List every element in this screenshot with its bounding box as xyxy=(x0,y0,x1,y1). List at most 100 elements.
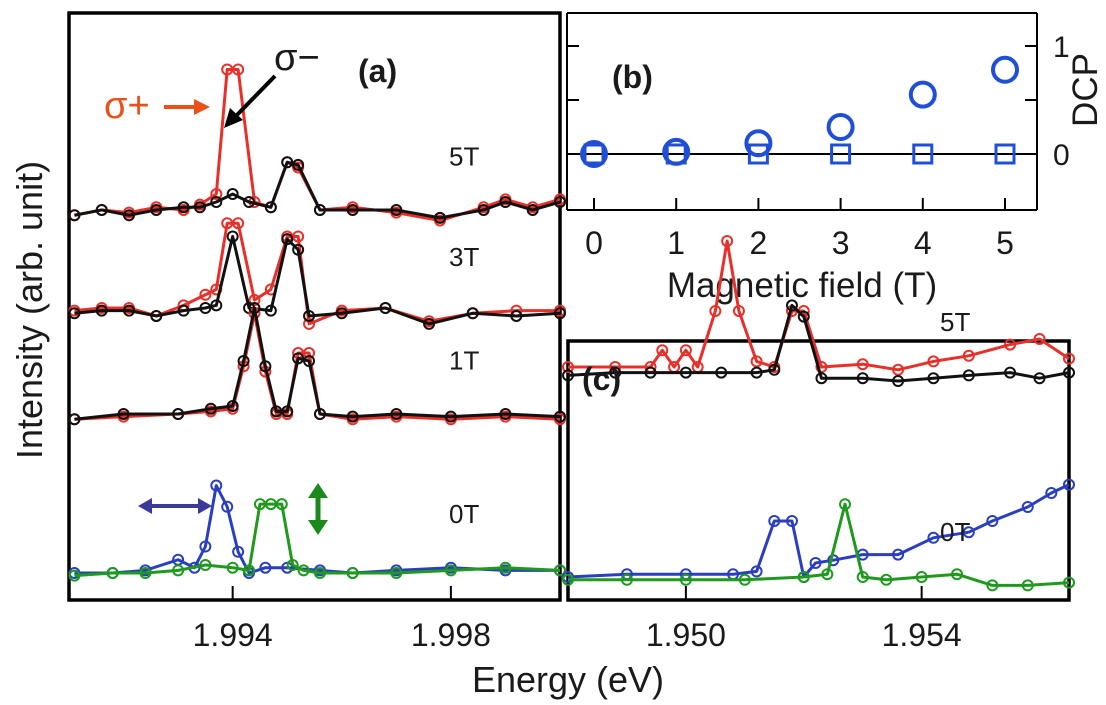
trace-3T-sigma_minus-point xyxy=(95,304,108,317)
trace-5T-sigma_minus-point xyxy=(679,366,692,379)
panel-c-field-labels: 5T 0T xyxy=(940,307,970,547)
trace-0T-vertical-point xyxy=(738,573,751,586)
panel-a-plot xyxy=(68,63,566,582)
trace-1T-sigma_minus-point xyxy=(237,355,250,367)
sigma-minus-arrow-shaft xyxy=(232,74,277,120)
trace-5T-sigma_minus-point xyxy=(815,372,828,385)
trace-0T-vertical-point xyxy=(821,568,834,581)
trace-3T-sigma_minus-point xyxy=(210,299,223,312)
trace-0T-vertical-point xyxy=(286,559,299,572)
xtick-label: 1.954 xyxy=(882,617,962,653)
trace-3T-sigma_plus-point xyxy=(292,230,305,243)
trace-3T-sigma_minus-point xyxy=(177,304,190,317)
y-axis-label: Intensity (arb. unit) xyxy=(9,161,50,459)
trace-3T-sigma_minus-point xyxy=(150,309,163,322)
trace-0T-vertical-point xyxy=(172,564,185,577)
trace-5T-sigma_minus-point xyxy=(962,369,975,382)
trace-5T-sigma_minus-point xyxy=(715,366,728,379)
trace-5T-sigma_minus-point xyxy=(210,196,223,208)
trace-0T-vertical-point xyxy=(313,567,326,579)
trace-0T-vertical-point xyxy=(554,564,566,577)
trace-0T-vertical-point xyxy=(679,573,692,586)
trace-3T-sigma_minus-point xyxy=(335,307,348,320)
trace-0T-vertical-point xyxy=(1021,579,1034,592)
trace-0T-vertical-point xyxy=(951,568,964,581)
panel-b-ylabel: DCP xyxy=(1066,53,1105,127)
dcp-square-point xyxy=(665,143,687,165)
trace-5T-sigma_minus-point xyxy=(346,203,359,216)
dcp-square-point xyxy=(912,143,934,165)
x-axis-label: Energy (eV) xyxy=(472,659,664,700)
trace-1T-sigma_minus-point xyxy=(248,302,261,314)
trace-5T-sigma_plus-point xyxy=(732,305,745,317)
trace-0T-horizontal-point xyxy=(1045,487,1058,499)
sigma-minus-label: σ− xyxy=(274,37,320,79)
trace-5T-sigma_minus-point xyxy=(150,203,163,216)
trace-5T-sigma_minus-point xyxy=(226,188,239,201)
trace-3T-sigma_minus-point xyxy=(423,317,436,330)
trace-3T-sigma_plus-point xyxy=(232,217,245,230)
trace-5T-sigma_minus-point xyxy=(264,201,277,214)
panel-a-label: (a) xyxy=(358,53,397,89)
trace-1T-sigma_minus-point xyxy=(281,405,294,418)
trace-1T-sigma_minus-line xyxy=(74,306,561,421)
trace-5T-sigma_plus-point xyxy=(750,355,763,368)
trace-5T-sigma_plus-point xyxy=(1033,333,1046,345)
b-xtick-label: 2 xyxy=(750,225,768,261)
trace-5T-sigma_minus-point xyxy=(797,310,810,323)
field-label-5T: 5T xyxy=(940,307,970,337)
trace-1T-sigma_minus-point xyxy=(390,408,403,420)
trace-0T-vertical-point xyxy=(562,573,574,586)
xtick-label: 1.998 xyxy=(411,617,491,653)
trace-0T-horizontal-point xyxy=(259,561,272,574)
trace-3T-sigma_minus-point xyxy=(510,309,523,322)
trace-0T-horizontal-point xyxy=(785,515,798,527)
trace-0T-vertical-point xyxy=(139,567,152,579)
trace-0T-horizontal-point xyxy=(1063,478,1075,491)
trace-5T-sigma_minus-point xyxy=(609,366,622,379)
trace-0T-vertical-point xyxy=(390,567,403,579)
trace-5T-sigma_plus-point xyxy=(856,358,869,371)
field-label-1T: 1T xyxy=(449,345,479,375)
trace-5T-sigma_minus-point xyxy=(562,369,574,382)
panel-b-label: (b) xyxy=(612,59,653,95)
trace-5T-sigma_minus-point xyxy=(499,196,512,208)
sigma-plus-annotation: σ+ xyxy=(104,85,210,127)
trace-0T-horizontal-point xyxy=(962,526,975,539)
trace-0T-horizontal-point xyxy=(768,515,781,527)
trace-0T-horizontal-point xyxy=(750,565,763,578)
trace-3T-sigma_minus-point xyxy=(554,307,566,320)
trace-5T-sigma_minus-point xyxy=(892,375,905,387)
trace-5T-sigma_minus-point xyxy=(177,201,190,214)
trace-5T-sigma_plus-point xyxy=(210,188,223,201)
panel-c-frame xyxy=(566,339,1071,602)
trace-5T-sigma_plus-point xyxy=(927,355,940,368)
panel-a-field-labels: 5T 3T 1T 0T xyxy=(449,141,479,529)
trace-5T-sigma_minus-point xyxy=(390,203,403,216)
trace-5T-sigma_minus-point xyxy=(313,203,326,216)
trace-0T-vertical-point xyxy=(915,571,928,583)
field-label-0T: 0T xyxy=(449,499,479,529)
trace-0T-vertical-point xyxy=(346,567,359,579)
trace-3T-sigma_minus-point xyxy=(281,233,294,246)
dcp-square-point xyxy=(994,143,1016,165)
b-ytick-label: 0 xyxy=(1053,139,1070,172)
trace-5T-sigma_minus-point xyxy=(785,299,798,312)
dcp-square-point xyxy=(830,143,852,165)
trace-0T-vertical-point xyxy=(839,498,852,511)
xtick-label: 1.994 xyxy=(193,617,273,653)
dcp-circle-point xyxy=(826,113,855,141)
trace-3T-sigma_minus-point xyxy=(264,304,277,317)
trace-5T-sigma_plus-point xyxy=(815,361,828,373)
b-ytick-label: 1 xyxy=(1053,31,1070,64)
trace-5T-sigma_minus-point xyxy=(526,203,539,216)
b-xtick-label: 3 xyxy=(832,225,850,261)
trace-5T-sigma_minus-point xyxy=(68,209,81,222)
trace-1T-sigma_minus-point xyxy=(117,408,130,420)
horizontal-polarization-arrow-icon xyxy=(138,498,212,514)
trace-3T-sigma_minus-point xyxy=(292,243,305,256)
trace-3T-sigma_plus-point xyxy=(199,288,212,301)
trace-5T-sigma_minus-point xyxy=(856,372,869,385)
trace-3T-sigma_plus-line xyxy=(74,221,560,326)
